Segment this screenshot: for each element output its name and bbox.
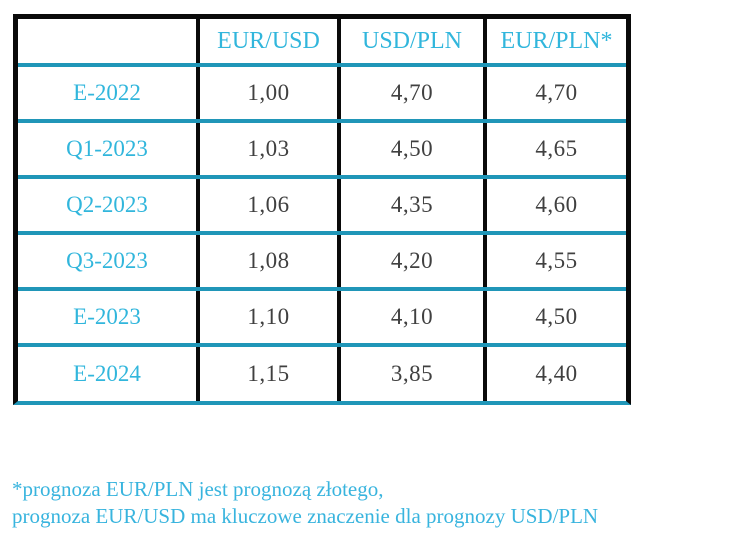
header-eur-pln: EUR/PLN* [485,19,626,67]
cell-value: 4,55 [485,233,626,291]
cell-value: 4,50 [485,289,626,347]
header-eur-usd: EUR/USD [198,19,341,67]
footnote-line-1: *prognoza EUR/PLN jest prognozą złotego, [12,477,384,501]
footnote-line-2: prognoza EUR/USD ma kluczowe znaczenie d… [12,504,599,528]
cell-value: 4,60 [485,177,626,235]
row-label: E-2022 [18,65,200,123]
row-label: Q1-2023 [18,121,200,179]
row-label: E-2024 [18,345,200,401]
cell-value: 4,20 [339,233,487,291]
table-row: E-2023 1,10 4,10 4,50 [18,289,626,347]
table-row: Q2-2023 1,06 4,35 4,60 [18,177,626,235]
cell-value: 4,70 [339,65,487,123]
row-label: E-2023 [18,289,200,347]
header-usd-pln: USD/PLN [339,19,487,67]
cell-value: 4,10 [339,289,487,347]
cell-value: 4,40 [535,361,578,386]
cell-value: 4,70 [485,65,626,123]
currency-forecast-table: EUR/USD USD/PLN EUR/PLN* E-2022 1,00 4,7… [18,19,626,401]
header-empty [18,19,200,67]
row-label: Q3-2023 [18,233,200,291]
cell-value: 1,03 [198,121,341,179]
footnote: *prognoza EUR/PLN jest prognozą złotego,… [12,476,598,530]
table-row: Q3-2023 1,08 4,20 4,55 [18,233,626,291]
cell-value: 1,15 [198,345,341,401]
table-row: E-2022 1,00 4,70 4,70 [18,65,626,123]
cell-value: 4,50 [339,121,487,179]
cell-value: 4,65 [485,121,626,179]
cell-value: 1,00 [198,65,341,123]
cell-value: 1,08 [198,233,341,291]
header-row: EUR/USD USD/PLN EUR/PLN* [18,19,626,67]
cell-value: 3,85 [339,345,487,401]
table-row: E-2024 1,15 3,85 4,40 [18,345,626,401]
table-row: Q1-2023 1,03 4,50 4,65 [18,121,626,179]
forecast-table: EUR/USD USD/PLN EUR/PLN* E-2022 1,00 4,7… [13,14,631,405]
cell-value: 1,10 [198,289,341,347]
cell-value: 1,06 [198,177,341,235]
cell-value: 4,35 [339,177,487,235]
row-label: Q2-2023 [18,177,200,235]
